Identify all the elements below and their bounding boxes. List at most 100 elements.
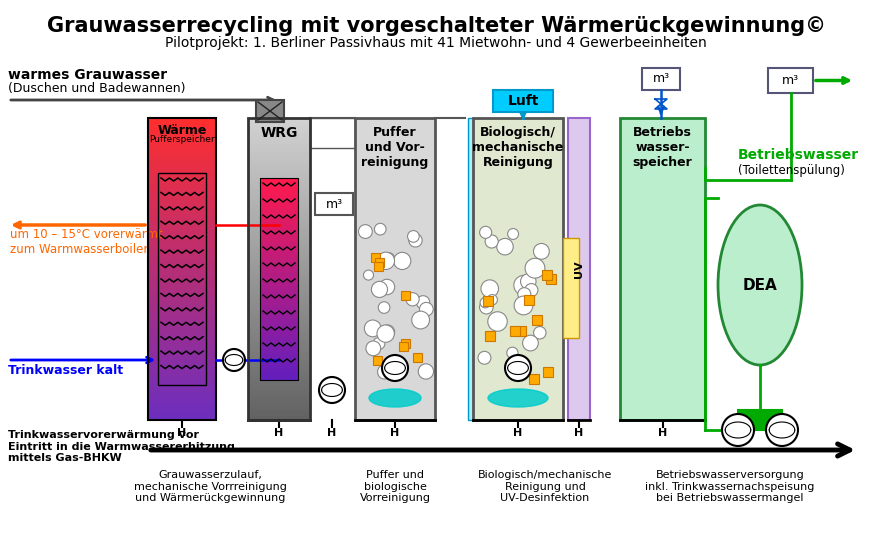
Bar bbox=[148, 356, 216, 360]
Bar bbox=[542, 270, 552, 280]
Bar bbox=[148, 226, 216, 230]
Bar bbox=[148, 221, 216, 224]
Circle shape bbox=[374, 223, 386, 235]
Bar bbox=[148, 260, 216, 263]
Bar bbox=[260, 336, 298, 340]
Circle shape bbox=[480, 298, 490, 308]
Bar bbox=[248, 363, 310, 368]
Bar bbox=[260, 272, 298, 276]
Bar bbox=[148, 166, 216, 170]
Bar bbox=[260, 302, 298, 306]
Bar bbox=[248, 228, 310, 232]
Bar bbox=[260, 191, 298, 196]
Bar bbox=[374, 262, 383, 272]
Circle shape bbox=[416, 296, 430, 309]
Bar bbox=[248, 299, 310, 304]
Bar bbox=[248, 205, 310, 209]
Bar bbox=[148, 387, 216, 390]
Text: (Duschen und Badewannen): (Duschen und Badewannen) bbox=[8, 82, 186, 95]
Bar bbox=[248, 401, 310, 406]
Bar bbox=[248, 179, 310, 183]
Bar bbox=[248, 186, 310, 190]
Bar bbox=[148, 130, 216, 133]
Bar bbox=[148, 326, 216, 330]
Bar bbox=[148, 369, 216, 372]
Bar bbox=[568, 118, 590, 420]
Bar bbox=[355, 118, 435, 420]
Circle shape bbox=[364, 270, 373, 280]
Ellipse shape bbox=[488, 389, 548, 407]
Bar bbox=[260, 343, 298, 347]
Circle shape bbox=[514, 296, 533, 315]
Bar bbox=[148, 206, 216, 209]
Circle shape bbox=[393, 252, 411, 269]
Bar bbox=[148, 257, 216, 261]
Bar bbox=[248, 326, 310, 330]
Bar bbox=[148, 139, 216, 143]
Bar bbox=[148, 381, 216, 384]
Bar bbox=[260, 266, 298, 269]
Bar bbox=[148, 148, 216, 152]
Bar bbox=[148, 160, 216, 164]
Bar bbox=[260, 309, 298, 313]
Bar bbox=[563, 238, 579, 338]
Bar bbox=[260, 239, 298, 242]
Bar bbox=[248, 348, 310, 353]
Bar bbox=[248, 333, 310, 337]
Bar bbox=[260, 282, 298, 286]
Bar bbox=[486, 331, 495, 341]
Bar bbox=[248, 307, 310, 311]
Bar bbox=[260, 218, 298, 222]
Bar bbox=[148, 248, 216, 251]
Bar bbox=[148, 342, 216, 345]
Bar bbox=[248, 193, 310, 198]
Bar bbox=[248, 212, 310, 217]
Bar bbox=[148, 269, 216, 273]
Bar bbox=[260, 259, 298, 263]
Bar bbox=[248, 242, 310, 247]
Bar bbox=[148, 308, 216, 312]
Circle shape bbox=[507, 347, 518, 359]
Bar bbox=[148, 209, 216, 212]
Bar bbox=[248, 167, 310, 171]
Bar bbox=[260, 205, 298, 209]
Text: Trinkwasservorerwärmung vor
Eintritt in die Warmwassererhitzung
mittels Gas-BHKW: Trinkwasservorerwärmung vor Eintritt in … bbox=[8, 430, 235, 463]
Bar bbox=[148, 360, 216, 363]
Bar bbox=[148, 390, 216, 393]
Circle shape bbox=[377, 325, 394, 342]
Bar bbox=[248, 288, 310, 292]
Circle shape bbox=[485, 235, 498, 248]
Circle shape bbox=[481, 280, 499, 298]
Bar bbox=[148, 338, 216, 342]
Bar bbox=[148, 399, 216, 402]
Bar bbox=[260, 198, 298, 202]
Text: Puffer
und Vor-
reinigung: Puffer und Vor- reinigung bbox=[361, 126, 429, 169]
Bar bbox=[148, 203, 216, 206]
Bar bbox=[260, 279, 298, 283]
Bar bbox=[248, 329, 310, 334]
Circle shape bbox=[419, 364, 433, 379]
Bar bbox=[148, 230, 216, 233]
Bar bbox=[148, 251, 216, 255]
Bar bbox=[248, 322, 310, 326]
Bar bbox=[248, 269, 310, 273]
Bar bbox=[248, 148, 310, 153]
Bar bbox=[248, 156, 310, 160]
Bar bbox=[738, 410, 782, 430]
Bar bbox=[260, 242, 298, 246]
Bar bbox=[376, 258, 385, 267]
Text: m³: m³ bbox=[782, 74, 799, 87]
Text: Betriebswasserversorgung
inkl. Trinkwassernachspeisung
bei Betriebswassermangel: Betriebswasserversorgung inkl. Trinkwass… bbox=[645, 470, 814, 503]
Text: Grauwasserrecycling mit vorgeschalteter Wärmerückgewinnung©: Grauwasserrecycling mit vorgeschalteter … bbox=[46, 16, 826, 36]
Bar bbox=[260, 329, 298, 333]
Bar bbox=[248, 341, 310, 345]
Bar bbox=[260, 222, 298, 225]
Bar bbox=[148, 172, 216, 176]
Bar bbox=[248, 314, 310, 318]
Bar bbox=[248, 397, 310, 402]
Text: H: H bbox=[514, 428, 522, 438]
Bar bbox=[248, 216, 310, 220]
Bar bbox=[248, 201, 310, 206]
Bar bbox=[148, 154, 216, 158]
Bar bbox=[260, 229, 298, 233]
